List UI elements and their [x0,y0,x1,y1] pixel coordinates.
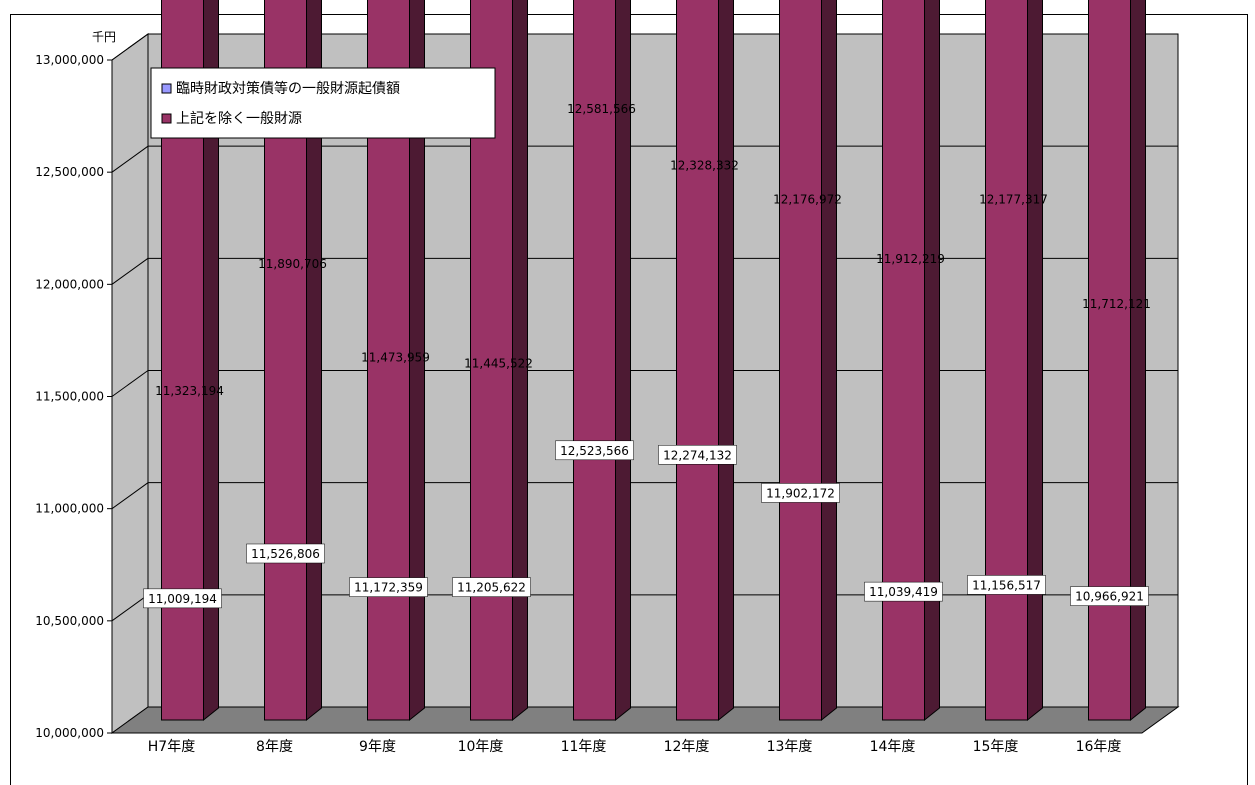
bar-stack [985,0,1043,722]
gridline-side [111,145,149,173]
bar-side-face [615,0,631,722]
x-tick-label: 12年度 [664,739,710,755]
data-label: 12,274,132 [663,448,732,462]
bar-general-revenue [676,0,719,721]
bar-side-face [1027,0,1043,722]
data-label: 11,205,622 [457,581,526,595]
total-label: 11,912,219 [876,252,945,266]
total-label: 11,890,706 [258,257,327,271]
data-label-box [1070,586,1149,606]
total-label: 11,712,121 [1082,297,1151,311]
legend-box [150,67,496,139]
data-label: 11,526,806 [251,547,320,561]
total-label: 11,323,194 [155,384,224,398]
bar-side-face [718,0,734,722]
bar-general-revenue [779,0,822,721]
x-tick-label: 9年度 [359,739,396,755]
data-label-box [555,440,634,461]
bar-side-face [924,0,940,722]
y-tick-label: 12,000,000 [35,277,104,291]
bar-stack [676,0,734,722]
bar-general-revenue [985,0,1028,721]
bar-side-face [821,0,837,722]
bar-stack [779,0,837,722]
data-label: 11,039,419 [869,585,938,599]
gridline-side [111,257,149,285]
data-label: 11,156,517 [972,578,1041,592]
data-label: 11,902,172 [766,486,835,500]
y-tick-label: 11,000,000 [35,502,104,516]
gridline-side [111,482,149,510]
y-unit-label: 千円 [92,30,116,44]
legend-label: 上記を除く一般財源 [176,110,302,127]
y-tick-label: 10,000,000 [35,726,104,740]
total-label: 11,445,522 [464,357,533,371]
data-label-box [658,445,737,465]
data-label-box [143,588,222,609]
x-tick-label: H7年度 [148,739,195,755]
data-label: 10,966,921 [1075,590,1144,604]
gridline-side [111,33,149,61]
x-tick-label: 13年度 [767,739,813,755]
y-tick-label: 10,500,000 [35,614,104,628]
x-tick-label: 16年度 [1076,739,1122,755]
legend-swatch [161,113,172,124]
total-label: 12,328,332 [670,159,739,173]
bar-side-face [306,0,322,722]
bar-general-revenue [1088,0,1131,721]
bar-side-face [1130,0,1146,722]
y-tick-label: 12,500,000 [35,165,104,179]
x-tick-label: 11年度 [561,739,607,755]
data-label: 11,172,359 [354,581,423,595]
bar-stack [573,0,631,722]
legend-label: 臨時財政対策債等の一般財源起債額 [176,80,400,97]
total-label: 12,581,566 [567,102,636,116]
bar-stack [882,0,940,722]
y-tick-label: 11,500,000 [35,390,104,404]
bar-side-face [512,0,528,722]
total-label: 12,176,972 [773,193,842,207]
total-label: 11,473,959 [361,350,430,364]
bar-stack [1088,0,1146,722]
x-tick-label: 10年度 [458,739,504,755]
data-label: 11,009,194 [148,592,217,606]
x-tick-label: 14年度 [870,739,916,755]
data-label: 12,523,566 [560,444,629,458]
gridline-side [111,594,149,622]
data-label-box [864,581,943,602]
bar-general-revenue [573,0,616,721]
bar-general-revenue [882,0,925,721]
x-tick-label: 8年度 [256,739,293,755]
data-label-box [452,577,531,597]
data-label-box [246,543,325,564]
bar-side-face [409,0,425,722]
y-tick-label: 13,000,000 [35,53,104,67]
bar-side-face [203,0,219,722]
x-tick-label: 15年度 [973,739,1019,755]
total-label: 12,177,317 [979,193,1048,207]
data-label-box [761,483,840,503]
legend-swatch [161,83,172,94]
gridline-side [111,370,149,397]
data-label-box [349,577,428,597]
data-label-box [967,575,1046,595]
